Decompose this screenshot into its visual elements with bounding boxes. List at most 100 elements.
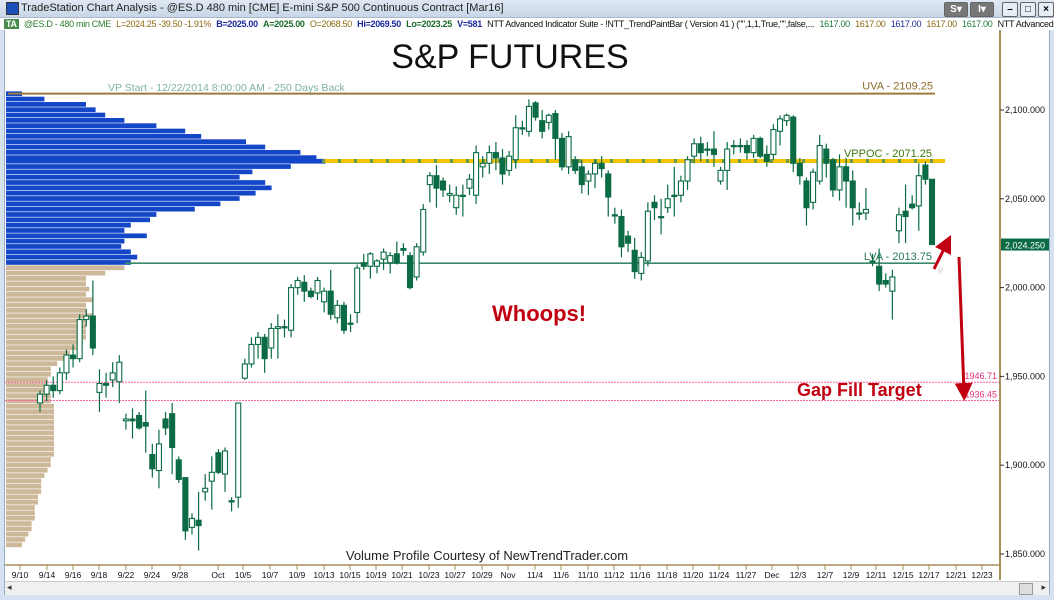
candle — [499, 149, 506, 185]
candle — [400, 243, 407, 256]
x-tick-label: 11/24 — [709, 570, 730, 580]
volume-profile-bar — [6, 96, 45, 102]
candle-body-up — [816, 144, 823, 182]
candle — [519, 120, 526, 135]
candle — [188, 513, 196, 535]
volume-profile-bar — [6, 499, 38, 505]
volume-profile-bar — [6, 457, 51, 462]
x-tick-label: 9/28 — [172, 570, 189, 580]
volume-profile-bar — [6, 217, 150, 223]
candle — [658, 198, 665, 235]
volume-profile-bar — [6, 377, 48, 383]
volume-profile-bar — [6, 201, 221, 207]
vp-start-label: VP Start - 12/22/2014 8:00:00 AM - 250 D… — [108, 82, 346, 94]
candle-body-down — [658, 216, 665, 219]
candle-body-down — [228, 500, 235, 503]
candle-body-up — [76, 319, 83, 360]
candle-body-down — [50, 384, 57, 392]
candle-body-up — [684, 159, 691, 182]
candles — [36, 99, 936, 551]
indicator-value: 1617.00 — [855, 19, 886, 29]
volume-profile-bar — [6, 238, 125, 244]
candle-body-up — [545, 114, 552, 123]
candle — [572, 156, 579, 174]
candle-body-down — [301, 281, 308, 292]
ta-badge[interactable]: TA — [4, 19, 19, 29]
x-tick-label: 11/27 — [736, 570, 757, 580]
scroll-left-icon[interactable]: ◂ — [7, 582, 12, 592]
candle — [717, 166, 724, 185]
candle — [36, 390, 44, 412]
x-tick-label: 11/4 — [527, 570, 543, 580]
candle-body-up — [473, 152, 480, 196]
volume-profile-bar — [6, 281, 86, 287]
candle-body-down — [519, 127, 526, 130]
volume-label: V=581 — [457, 19, 482, 29]
candle-body-up — [770, 128, 777, 155]
last-price-marker-label: 2,024.250 — [1005, 241, 1045, 251]
volume-profile-bar — [6, 318, 86, 324]
candle — [380, 248, 387, 270]
volume-profile-bar — [6, 329, 86, 335]
candle-body-up — [254, 336, 262, 345]
candle — [420, 204, 427, 256]
x-tick-label: 10/15 — [339, 570, 361, 580]
candle-body-up — [321, 290, 328, 303]
candle-body-up — [202, 487, 209, 493]
candle-body-up — [235, 402, 242, 498]
candle — [43, 379, 50, 402]
scroll-right-icon[interactable]: ▸ — [1041, 582, 1046, 592]
candle-body-down — [340, 304, 347, 331]
candle-body-down — [843, 166, 850, 182]
i-menu-button[interactable]: I▾ — [970, 2, 994, 17]
horizontal-scrollbar[interactable]: ◂ ▸ — [5, 581, 1049, 595]
high-label: Hi=2069.50 — [357, 19, 401, 29]
candle — [142, 390, 149, 453]
candle-body-up — [862, 208, 869, 214]
candle — [175, 456, 182, 483]
candle-body-down — [902, 210, 909, 218]
candle — [459, 184, 466, 217]
candle-body-up — [677, 180, 684, 196]
candle-body-down — [909, 203, 916, 209]
candle — [915, 163, 922, 231]
x-tick-label: 10/21 — [391, 570, 413, 580]
volume-profile-bar — [6, 102, 86, 107]
candle-body-up — [479, 162, 486, 168]
candle — [677, 175, 684, 203]
volume-profile-bar — [6, 489, 42, 494]
volume-profile-bar — [6, 446, 54, 452]
volume-profile-bar — [6, 174, 240, 180]
scroll-thumb[interactable] — [1019, 583, 1033, 595]
candle — [882, 273, 889, 288]
volume-profile-bar — [6, 430, 54, 436]
price-levels: UVA - 2109.25 VPPOC - 2071.25 LVA - 2013.7… — [5, 81, 1000, 401]
candle — [618, 209, 625, 258]
volume-profile-bar — [6, 531, 29, 537]
candle-body-up — [724, 148, 731, 171]
candle — [605, 170, 612, 217]
maximize-button[interactable]: □ — [1020, 2, 1036, 17]
volume-profile-bar — [6, 355, 67, 361]
x-tick-label: 10/7 — [262, 570, 279, 580]
volume-profile-bar — [6, 196, 240, 201]
candle-body-down — [803, 180, 810, 209]
s-menu-button[interactable]: S▾ — [944, 2, 968, 17]
candle-body-up — [664, 198, 671, 209]
x-tick-label: 9/24 — [144, 570, 161, 580]
candle — [426, 172, 433, 203]
candle — [928, 178, 936, 246]
candle-body-up — [836, 166, 843, 191]
candle-body-up — [373, 260, 381, 267]
candle-body-down — [136, 414, 143, 429]
candle-body-up — [116, 361, 123, 383]
candle-body-up — [109, 372, 116, 381]
candle-body-up — [453, 194, 460, 209]
minimize-button[interactable]: – — [1002, 2, 1018, 17]
candle-body-down — [215, 452, 222, 473]
x-tick-label: 9/16 — [65, 570, 82, 580]
candle-body-down — [611, 214, 618, 217]
candle-body-down — [625, 235, 632, 244]
candle — [440, 177, 447, 198]
